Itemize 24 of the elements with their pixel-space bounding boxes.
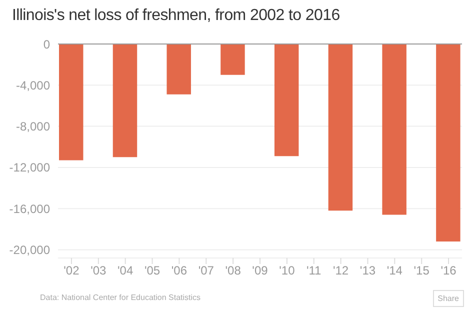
y-tick-label: -12,000 xyxy=(9,160,50,175)
x-tick-label: '08 xyxy=(225,264,242,278)
x-tick-label: '09 xyxy=(252,264,268,278)
x-tick-label: '16 xyxy=(440,264,457,278)
share-button: Share xyxy=(432,290,464,307)
x-tick-label: '12 xyxy=(332,264,349,278)
x-tick-label: '15 xyxy=(414,264,430,278)
y-tick-label: -4,000 xyxy=(16,78,50,92)
x-tick-label: '05 xyxy=(144,264,160,278)
x-tick-label: '10 xyxy=(279,264,296,278)
x-tick-label: '02 xyxy=(64,264,80,278)
x-tick-label: '06 xyxy=(171,264,188,278)
y-tick-label: 0 xyxy=(43,37,50,52)
x-tick-label: '04 xyxy=(118,264,134,278)
x-tick-label: '07 xyxy=(198,264,214,278)
y-tick-label: -8,000 xyxy=(16,120,50,134)
x-tick-label: '03 xyxy=(90,264,107,278)
y-tick-label: -16,000 xyxy=(9,202,50,216)
chart-title: Illinois's net loss of freshmen, from 2002 to 2016 xyxy=(12,7,340,25)
text: Data: National Center for Education Statistics xyxy=(40,293,201,302)
x-tick-label: '13 xyxy=(360,264,376,278)
x-tick-label: '11 xyxy=(306,264,322,278)
x-tick-label: '14 xyxy=(386,264,403,278)
y-tick-label: -20,000 xyxy=(9,243,50,258)
